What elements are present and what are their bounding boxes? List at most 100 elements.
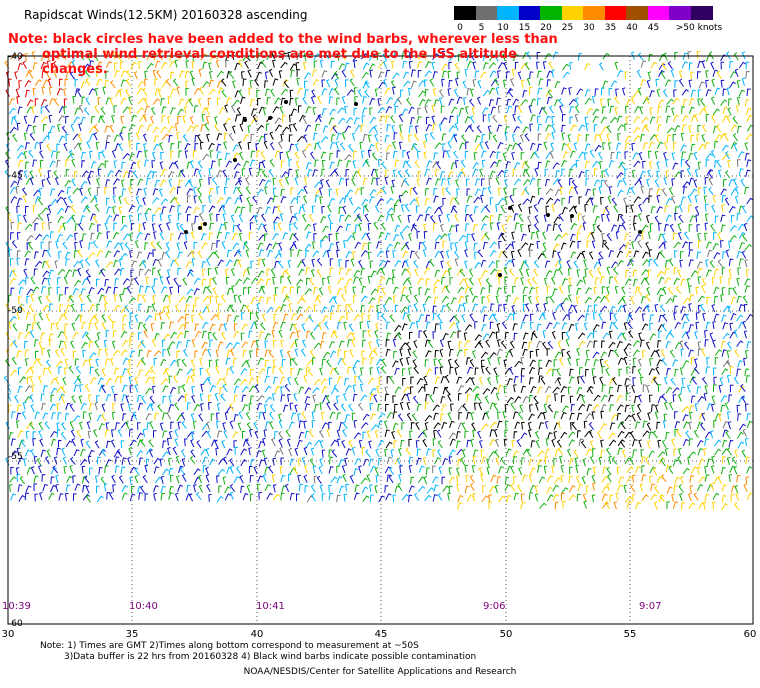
wind-barb [312,69,318,77]
wind-barb [80,448,86,457]
lon-label-50: 50 [499,629,513,640]
wind-barb [50,150,57,158]
wind-barb [448,125,456,132]
wind-barb [632,340,640,347]
wind-barb [392,422,399,431]
wind-barb [329,267,334,276]
wind-barb [529,249,533,258]
wind-barb [136,87,144,95]
wind-barb [248,465,253,474]
wind-barb [406,313,411,323]
wind-barb [178,98,185,106]
wind-barb [42,367,48,376]
wind-barb [386,152,390,161]
wind-barb [738,89,745,97]
wind-barb [728,439,734,448]
wind-barb [110,385,115,394]
wind-barb [262,411,266,420]
wind-barb [134,240,139,249]
wind-barb [702,501,707,510]
wind-barb [257,270,265,278]
wind-barb [437,440,443,449]
wind-barb [319,429,324,438]
wind-barb [423,51,428,60]
wind-barb [326,401,331,410]
scale-swatch [518,6,541,20]
wind-barb [431,61,436,70]
wind-barb [122,106,130,114]
wind-barb [186,188,194,196]
wind-barb [375,142,379,151]
wind-barb [136,204,143,212]
wind-barb [334,87,340,96]
wind-barb [77,133,83,142]
wind-barb [294,404,298,413]
wind-barb [65,133,69,142]
wind-barb [234,179,243,186]
wind-barb [229,304,235,313]
wind-barb [607,142,612,151]
wind-barb [81,233,87,241]
wind-barb [67,195,73,204]
wind-barb [722,88,727,97]
wind-barb [695,286,699,295]
wind-barb [521,341,528,349]
wind-barb [328,466,334,474]
wind-barb [70,123,75,132]
wind-barb [664,79,672,87]
wind-barb [450,403,454,412]
wind-barb [474,70,480,78]
wind-barb [685,430,691,439]
wind-barb [140,339,146,348]
wind-barb [272,206,278,214]
wind-barb [423,375,428,384]
wind-barb [80,438,85,447]
wind-barb [136,394,142,403]
wind-barb [484,232,490,241]
wind-barb [294,348,299,357]
wind-barb [121,394,127,402]
wind-barb [592,205,598,213]
lat-label-40: -40 [8,52,23,62]
wind-barb [464,464,469,473]
wind-barb [145,276,150,285]
wind-barb [76,429,82,438]
wind-barb [22,401,27,410]
wind-barb [301,323,306,332]
wind-barb [717,231,722,241]
wind-barb [191,223,195,231]
wind-barb [535,230,540,239]
wind-barb [394,485,400,494]
wind-barb [631,413,636,422]
wind-barb [623,197,627,206]
wind-barb [399,348,404,357]
wind-barb [545,296,550,305]
wind-barb [272,216,280,224]
wind-barb [283,404,289,413]
wind-barb [392,150,398,159]
wind-barb [697,187,702,195]
wind-barb [116,448,122,457]
wind-barb [321,422,329,430]
wind-barb [743,330,748,339]
wind-barb [122,278,130,285]
wind-barb [188,493,194,502]
wind-barb [706,357,710,365]
wind-barb [9,258,14,266]
wind-barb [721,195,726,203]
wind-barb [278,179,283,188]
wind-barb [320,235,329,242]
wind-barb [47,349,51,358]
wind-barb [632,357,637,366]
wind-barb [122,287,128,296]
wind-barb [392,338,397,347]
wind-barb [477,249,483,258]
wind-barb [344,62,350,71]
wind-barb [429,394,435,403]
wind-barb [741,205,747,214]
wind-barb [289,358,294,367]
wind-barb [708,187,714,196]
wind-barb [684,341,690,350]
wind-barb [740,178,746,187]
wind-barb [553,411,559,419]
